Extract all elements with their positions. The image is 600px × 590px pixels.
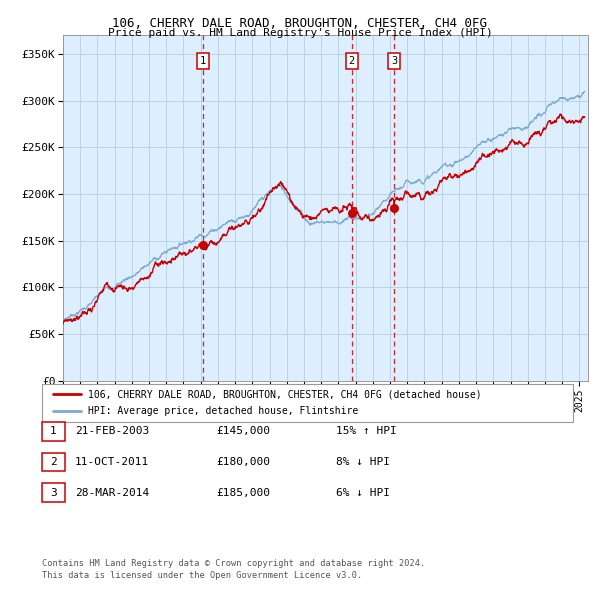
- Text: 106, CHERRY DALE ROAD, BROUGHTON, CHESTER, CH4 0FG: 106, CHERRY DALE ROAD, BROUGHTON, CHESTE…: [113, 17, 487, 30]
- Text: 2: 2: [50, 457, 57, 467]
- Text: Price paid vs. HM Land Registry's House Price Index (HPI): Price paid vs. HM Land Registry's House …: [107, 28, 493, 38]
- Text: 11-OCT-2011: 11-OCT-2011: [75, 457, 149, 467]
- Text: 1: 1: [50, 427, 57, 436]
- Text: 1: 1: [200, 56, 206, 66]
- Text: 106, CHERRY DALE ROAD, BROUGHTON, CHESTER, CH4 0FG (detached house): 106, CHERRY DALE ROAD, BROUGHTON, CHESTE…: [88, 389, 482, 399]
- Text: This data is licensed under the Open Government Licence v3.0.: This data is licensed under the Open Gov…: [42, 571, 362, 580]
- Text: £185,000: £185,000: [216, 488, 270, 497]
- Text: 8% ↓ HPI: 8% ↓ HPI: [336, 457, 390, 467]
- Text: £180,000: £180,000: [216, 457, 270, 467]
- Text: HPI: Average price, detached house, Flintshire: HPI: Average price, detached house, Flin…: [88, 406, 358, 416]
- Text: Contains HM Land Registry data © Crown copyright and database right 2024.: Contains HM Land Registry data © Crown c…: [42, 559, 425, 568]
- Text: 2: 2: [349, 56, 355, 66]
- Text: 21-FEB-2003: 21-FEB-2003: [75, 427, 149, 436]
- Text: 3: 3: [391, 56, 397, 66]
- Text: 28-MAR-2014: 28-MAR-2014: [75, 488, 149, 497]
- Text: 6% ↓ HPI: 6% ↓ HPI: [336, 488, 390, 497]
- Text: 15% ↑ HPI: 15% ↑ HPI: [336, 427, 397, 436]
- Text: 3: 3: [50, 488, 57, 497]
- Text: £145,000: £145,000: [216, 427, 270, 436]
